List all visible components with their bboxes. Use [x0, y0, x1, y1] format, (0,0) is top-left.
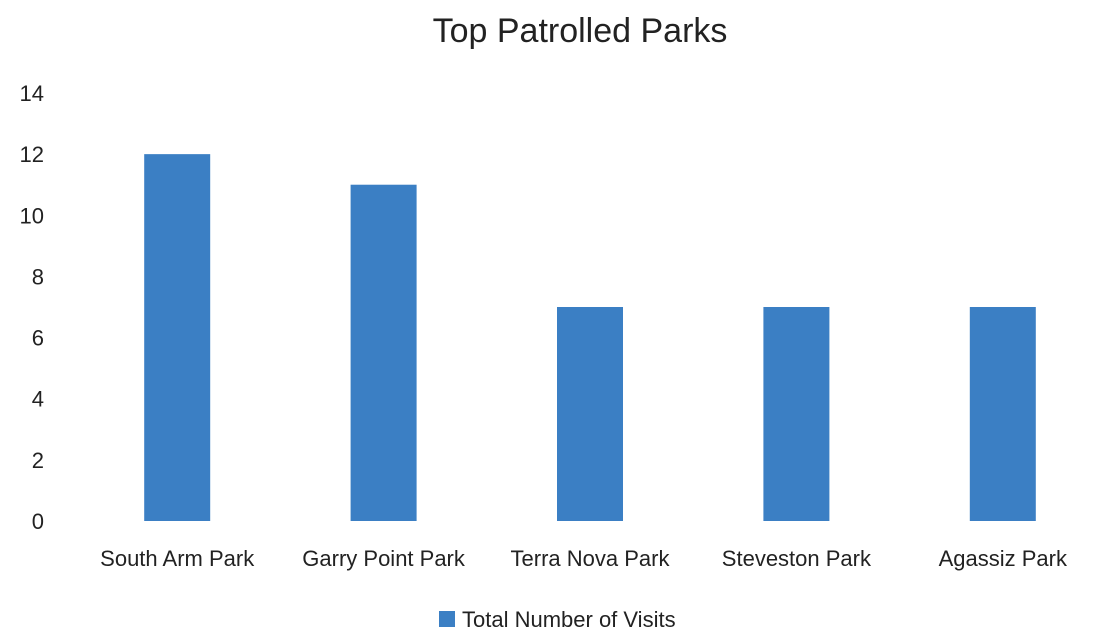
x-category-label: Steveston Park	[722, 546, 872, 571]
bars	[144, 154, 1036, 521]
x-axis-labels: South Arm Park Garry Point Park Terra Nova…	[100, 546, 1068, 571]
x-category-label: South Arm Park	[100, 546, 255, 571]
y-tick-label: 2	[32, 448, 44, 473]
legend-swatch	[439, 611, 455, 627]
y-tick-label: 8	[32, 264, 44, 289]
y-tick-label: 12	[20, 142, 44, 167]
bar-south-arm-park	[144, 154, 210, 521]
y-tick-label: 0	[32, 509, 44, 534]
x-category-label: Garry Point Park	[302, 546, 466, 571]
y-tick-label: 4	[32, 387, 44, 412]
y-axis-ticks: 0 2 4 6 8 10 12 14	[20, 81, 44, 534]
legend-label: Total Number of Visits	[462, 607, 676, 632]
chart-title: Top Patrolled Parks	[433, 12, 728, 50]
bar-garry-point-park	[351, 185, 417, 521]
y-tick-label: 6	[32, 326, 44, 351]
y-tick-label: 14	[20, 81, 44, 106]
bar-terra-nova-park	[557, 307, 623, 521]
bar-agassiz-park	[970, 307, 1036, 521]
bar-steveston-park	[763, 307, 829, 521]
y-tick-label: 10	[20, 203, 44, 228]
legend: Total Number of Visits	[439, 607, 676, 632]
x-category-label: Agassiz Park	[939, 546, 1068, 571]
x-category-label: Terra Nova Park	[511, 546, 671, 571]
